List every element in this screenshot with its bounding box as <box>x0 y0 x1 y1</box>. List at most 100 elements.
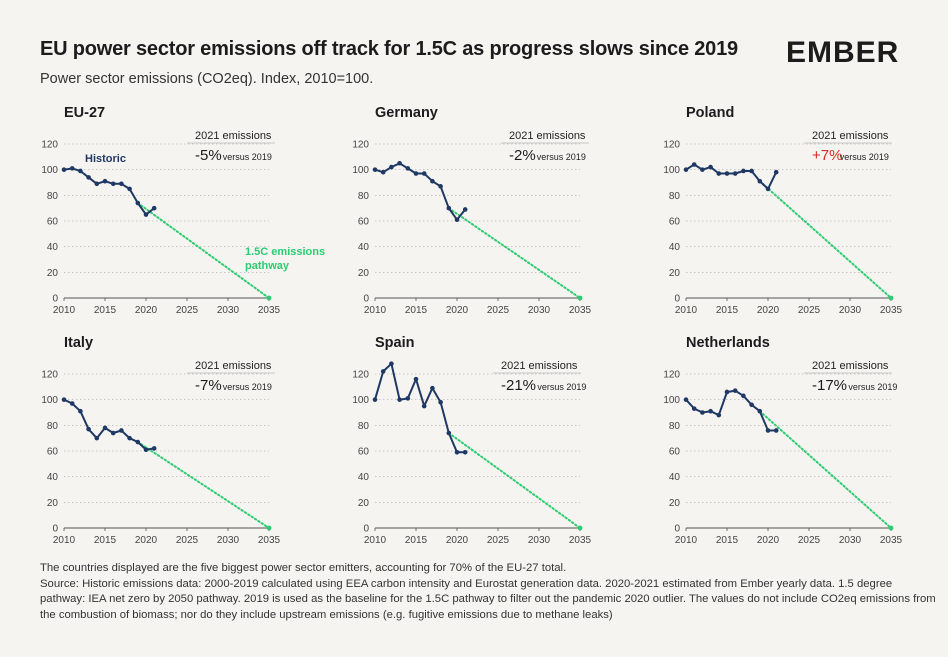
x-tick-label: 2030 <box>528 305 551 316</box>
historic-point <box>397 160 402 166</box>
historic-point <box>389 361 394 367</box>
y-tick-label: 60 <box>669 447 681 458</box>
x-tick-label: 2020 <box>135 535 158 546</box>
y-tick-label: 100 <box>663 165 680 176</box>
logo-text: EMBER <box>786 36 899 69</box>
historic-point <box>110 430 116 436</box>
y-tick-label: 60 <box>358 447 370 458</box>
annotation-label: 2021 emissions <box>812 130 889 142</box>
historic-point <box>700 167 705 172</box>
x-tick-label: 2010 <box>364 305 387 316</box>
y-tick-label: 80 <box>358 421 370 432</box>
y-tick-label: 60 <box>358 217 370 228</box>
y-tick-label: 60 <box>669 217 681 228</box>
historic-point <box>462 207 468 212</box>
historic-point <box>110 181 116 187</box>
chart-panel-eu27: EU-27 0 20 40 60 80 100 120 2010 2015 2020 2025 203… <box>40 103 340 333</box>
y-tick-label: 40 <box>669 472 681 483</box>
y-tick-label: 120 <box>41 370 58 381</box>
historic-point <box>119 428 124 433</box>
x-tick-label: 2035 <box>258 535 281 546</box>
x-tick-label: 2010 <box>53 535 76 546</box>
y-tick-label: 60 <box>47 217 59 228</box>
y-tick-label: 60 <box>47 447 59 458</box>
historic-point <box>421 171 427 176</box>
historic-point <box>151 446 157 451</box>
x-tick-label: 2025 <box>487 535 510 546</box>
chart-panel-netherlands: Netherlands 0 20 40 60 80 100 120 2010 2015 2020 2… <box>662 333 948 563</box>
y-tick-label: 20 <box>47 498 59 509</box>
panel-title: EU-27 <box>64 105 106 121</box>
y-tick-label: 40 <box>358 242 370 253</box>
chart-panel-italy: Italy 0 20 40 60 80 100 120 2010 2015 2020 2025 203… <box>40 333 340 563</box>
annotation-suffix: versus 2019 <box>840 152 889 162</box>
historic-point <box>732 388 738 393</box>
pathway-end-point <box>577 525 583 531</box>
chart-panel-spain: Spain 0 20 40 60 80 100 120 2010 2015 2020 2025 203… <box>351 333 651 563</box>
historic-line <box>63 167 155 216</box>
y-tick-label: 0 <box>52 294 58 305</box>
annotation-label: 2021 emissions <box>812 360 889 372</box>
x-tick-label: 2015 <box>716 305 739 316</box>
historic-point <box>765 186 771 192</box>
x-tick-label: 2025 <box>176 305 199 316</box>
pathway-line <box>136 441 270 529</box>
annotation-value: -7% <box>195 377 222 394</box>
y-tick-label: 20 <box>669 268 681 279</box>
x-tick-label: 2025 <box>487 305 510 316</box>
chart-subtitle: Power sector emissions (CO2eq). Index, 2… <box>40 71 374 87</box>
historic-point <box>151 205 157 211</box>
historic-point <box>708 408 713 414</box>
historic-point <box>691 162 697 167</box>
annotation-value: -21% <box>501 377 536 394</box>
historic-point <box>127 186 132 192</box>
x-tick-label: 2030 <box>217 535 240 546</box>
historic-point <box>78 168 83 174</box>
panel-title: Italy <box>64 335 94 351</box>
annotation-suffix: versus 2019 <box>848 382 897 392</box>
chart-svg: 0 20 40 60 80 100 120 2010 2015 2020 2025 2030 2035 2… <box>352 130 591 316</box>
historic-point <box>454 449 460 455</box>
historic-point <box>446 430 452 436</box>
historic-point <box>372 397 378 402</box>
historic-point <box>683 397 689 402</box>
historic-point <box>454 217 460 223</box>
x-tick-label: 2020 <box>757 535 780 546</box>
chart-svg: 0 20 40 60 80 100 120 2010 2015 2020 2025 2030 2035 2… <box>663 360 902 546</box>
chart-panel-poland: Poland 0 20 40 60 80 100 120 2010 2015 2020 2025 20… <box>662 103 948 333</box>
historic-line <box>685 163 778 190</box>
y-tick-label: 120 <box>352 140 369 151</box>
x-tick-label: 2035 <box>880 305 903 316</box>
chart-title: EU power sector emissions off track for … <box>40 38 738 60</box>
x-tick-label: 2020 <box>135 305 158 316</box>
historic-line <box>63 398 155 451</box>
pathway-line <box>136 202 270 299</box>
panel-title: Poland <box>686 105 735 121</box>
x-tick-label: 2035 <box>569 535 592 546</box>
historic-series-label: Historic <box>85 153 126 165</box>
historic-point <box>421 403 427 409</box>
x-tick-label: 2015 <box>405 305 428 316</box>
historic-point <box>143 447 149 453</box>
annotation-value: -17% <box>812 377 847 394</box>
historic-point <box>430 385 435 391</box>
x-tick-label: 2015 <box>405 535 428 546</box>
y-tick-label: 120 <box>41 140 58 151</box>
annotation-value: -5% <box>195 147 222 164</box>
historic-point <box>716 171 722 176</box>
ember-logo: EMBER <box>786 36 899 69</box>
y-tick-label: 100 <box>41 395 58 406</box>
historic-point <box>683 167 689 172</box>
x-tick-label: 2030 <box>839 305 862 316</box>
historic-point <box>380 369 386 374</box>
x-tick-label: 2010 <box>675 305 698 316</box>
historic-point <box>86 426 91 432</box>
pathway-line <box>447 432 581 529</box>
annotation-label: 2021 emissions <box>509 130 586 142</box>
pathway-line <box>758 410 892 529</box>
y-tick-label: 80 <box>669 191 681 202</box>
y-tick-label: 80 <box>47 191 59 202</box>
footer-line: pathway: IEA net zero by 2050 pathway. 2… <box>40 593 936 605</box>
historic-point <box>119 181 124 187</box>
annotation-suffix: versus 2019 <box>223 152 272 162</box>
